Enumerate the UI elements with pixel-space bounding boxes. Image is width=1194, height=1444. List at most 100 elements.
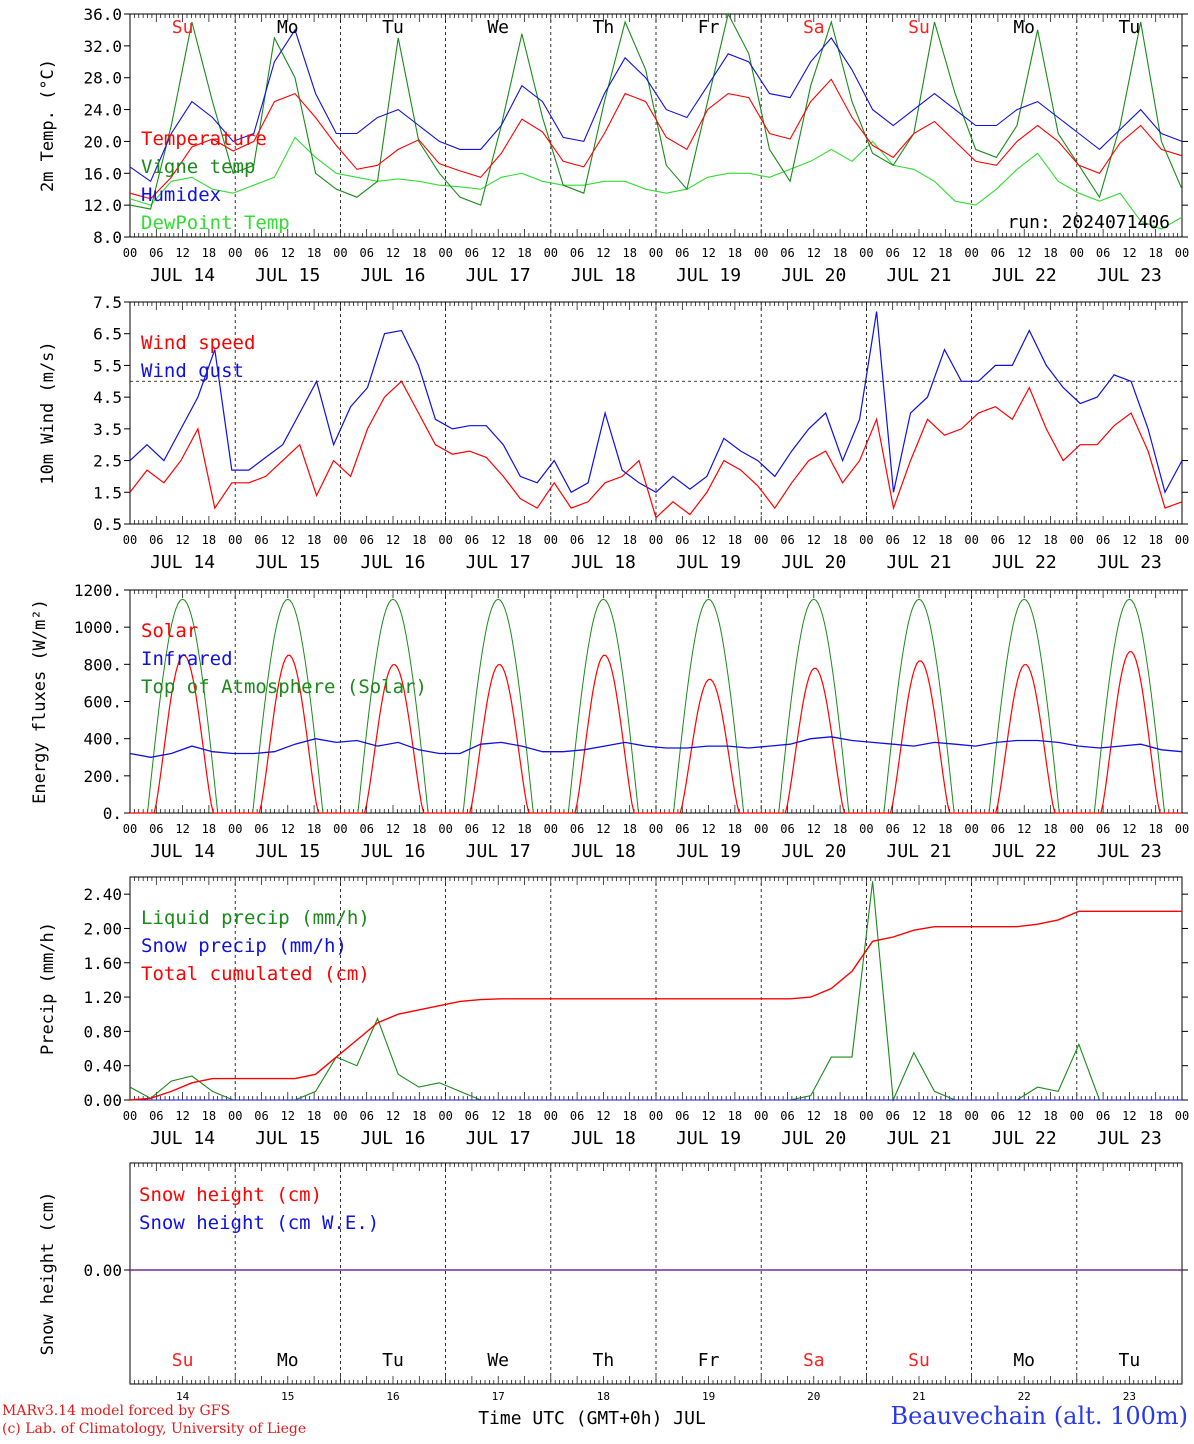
hour-label: 18 [728, 533, 742, 547]
y-tick-label: 0.40 [83, 1057, 122, 1076]
weekday-label: Sa [803, 17, 825, 38]
hour-label: 00 [649, 533, 663, 547]
hour-label: 00 [1175, 1109, 1189, 1123]
wind-gust-line [129, 311, 1183, 494]
legend-dewpoint-temp: DewPoint Temp [141, 212, 290, 234]
legend-snow-precip-mm-h-: Snow precip (mm/h) [141, 935, 347, 957]
hour-label: 18 [1148, 533, 1162, 547]
hour-label: 00 [228, 246, 242, 260]
hour-label: 00 [333, 533, 347, 547]
y-tick-label: 0.80 [83, 1022, 122, 1041]
hour-label: 00 [754, 246, 768, 260]
y-tick-label: 0. [103, 804, 122, 823]
hour-label: 06 [254, 246, 268, 260]
hour-label: 00 [544, 246, 558, 260]
hour-label: 12 [807, 533, 821, 547]
hour-label: 12 [701, 822, 715, 836]
model-credit: MARv3.14 model forced by GFS [2, 1403, 231, 1419]
hour-label: 06 [991, 533, 1005, 547]
y-tick-label: 2.5 [93, 452, 122, 471]
y-tick-label: 2.00 [83, 919, 122, 938]
date-label: JUL 17 [466, 1128, 531, 1149]
y-tick-label: 1.5 [93, 483, 122, 502]
hour-label: 00 [1070, 246, 1084, 260]
date-label: JUL 15 [255, 265, 320, 286]
hour-label: 18 [1043, 822, 1057, 836]
hour-label: 12 [701, 1109, 715, 1123]
date-label: JUL 19 [676, 841, 741, 862]
hour-label: 00 [649, 1109, 663, 1123]
hour-label: 00 [544, 822, 558, 836]
y-tick-label: 7.5 [93, 293, 122, 312]
date-label: JUL 23 [1097, 841, 1162, 862]
weekday-label: Tu [382, 1350, 404, 1371]
hour-label: 18 [307, 246, 321, 260]
legend-temperature: Temperature [141, 128, 267, 150]
panel-frame [129, 13, 1183, 238]
date-label: JUL 19 [676, 552, 741, 573]
hour-label: 06 [675, 246, 689, 260]
y-tick-label: 32.0 [83, 37, 122, 56]
hour-label: 00 [1070, 533, 1084, 547]
hour-label: 18 [833, 246, 847, 260]
y-axis-label: 2m Temp. (°C) [38, 59, 58, 192]
y-tick-label: 6.5 [93, 325, 122, 344]
hour-label: 18 [1148, 246, 1162, 260]
weekday-label: Su [908, 17, 930, 38]
weekday-label: Mo [277, 1350, 299, 1371]
hour-label: 06 [254, 533, 268, 547]
hour-label: 12 [1017, 533, 1031, 547]
y-tick-label: 4.5 [93, 388, 122, 407]
y-tick-label: 2.40 [83, 885, 122, 904]
hour-label: 18 [938, 1109, 952, 1123]
hour-label: 00 [333, 1109, 347, 1123]
hour-label: 18 [622, 246, 636, 260]
hour-label: 18 [202, 246, 216, 260]
y-tick-label: 1.60 [83, 954, 122, 973]
weekday-label: Mo [277, 17, 299, 38]
hour-label: 06 [465, 822, 479, 836]
hour-label: 18 [202, 533, 216, 547]
legend-infrared: Infrared [141, 648, 233, 670]
hour-label: 06 [254, 1109, 268, 1123]
date-label: JUL 23 [1097, 1128, 1162, 1149]
hour-label: 06 [780, 533, 794, 547]
hour-label: 00 [333, 822, 347, 836]
hour-label: 06 [149, 822, 163, 836]
y-tick-label: 28.0 [83, 69, 122, 88]
panel-frame [129, 589, 1183, 814]
day-number-label: 22 [1018, 1390, 1031, 1403]
hour-label: 12 [596, 533, 610, 547]
hour-label: 00 [438, 533, 452, 547]
y-tick-label: 36.0 [83, 5, 122, 24]
hour-label: 06 [359, 822, 373, 836]
hour-label: 06 [675, 533, 689, 547]
legend-solar: Solar [141, 620, 198, 642]
date-label: JUL 14 [150, 265, 215, 286]
hour-label: 12 [912, 1109, 926, 1123]
y-tick-label: 1200. [74, 581, 122, 600]
y-axis-label: Energy fluxes (W/m²) [30, 599, 50, 804]
hour-label: 12 [1017, 1109, 1031, 1123]
hour-label: 06 [570, 822, 584, 836]
hour-label: 12 [281, 533, 295, 547]
hour-label: 12 [912, 822, 926, 836]
hour-label: 00 [859, 1109, 873, 1123]
y-tick-label: 12.0 [83, 196, 122, 215]
dewpoint-temp-line [129, 136, 1183, 230]
date-label: JUL 15 [255, 552, 320, 573]
hour-label: 06 [885, 1109, 899, 1123]
date-label: JUL 14 [150, 1128, 215, 1149]
date-label: JUL 14 [150, 841, 215, 862]
y-tick-label: 1.20 [83, 988, 122, 1007]
hour-label: 12 [491, 1109, 505, 1123]
hour-label: 06 [675, 1109, 689, 1123]
y-tick-label: 400. [83, 730, 122, 749]
hour-label: 00 [964, 822, 978, 836]
hour-label: 06 [570, 1109, 584, 1123]
date-label: JUL 21 [886, 552, 951, 573]
y-tick-label: 800. [83, 655, 122, 674]
hour-label: 06 [885, 822, 899, 836]
hour-label: 18 [202, 822, 216, 836]
hour-label: 06 [465, 533, 479, 547]
